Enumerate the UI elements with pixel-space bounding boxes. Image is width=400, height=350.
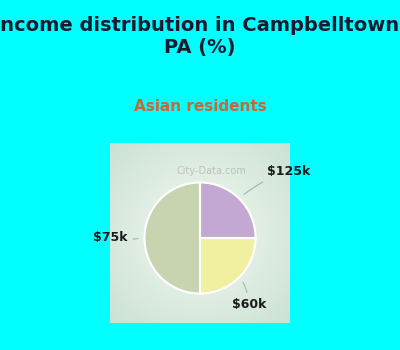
- Text: $75k: $75k: [93, 231, 138, 245]
- Text: $125k: $125k: [244, 165, 310, 195]
- Text: Income distribution in Campbelltown,
PA (%): Income distribution in Campbelltown, PA …: [0, 16, 400, 57]
- Text: Asian residents: Asian residents: [134, 99, 266, 114]
- Wedge shape: [144, 182, 200, 294]
- Text: $60k: $60k: [232, 282, 266, 311]
- Wedge shape: [200, 238, 256, 294]
- Text: City-Data.com: City-Data.com: [176, 166, 246, 176]
- Wedge shape: [200, 182, 256, 238]
